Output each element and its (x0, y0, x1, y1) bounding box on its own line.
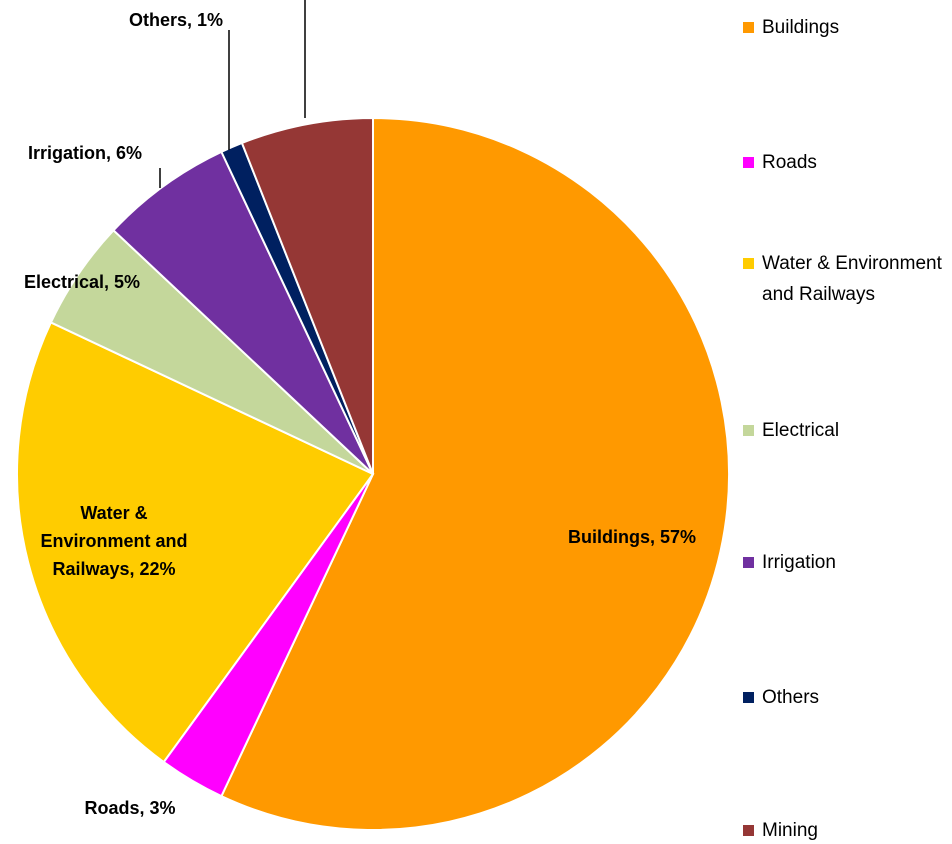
pie-slice (240, 116, 374, 475)
legend-item: Others (743, 682, 948, 713)
legend-item: Buildings (743, 12, 948, 43)
legend-swatch (743, 157, 754, 168)
legend-item: Electrical (743, 415, 948, 446)
data-label: Electrical, 5% (23, 272, 141, 292)
legend-swatch (743, 425, 754, 436)
legend-item: Mining (743, 815, 948, 844)
legend-label: Others (762, 687, 820, 708)
legend-label: Buildings (762, 17, 840, 38)
data-label: Irrigation, 6% (27, 143, 143, 163)
legend-label: Roads (762, 152, 817, 173)
data-label: Water & Environment and Railways, 22% (40, 503, 188, 579)
legend-swatch (743, 692, 754, 703)
legend-swatch (743, 22, 754, 33)
legend-label: Electrical (762, 420, 840, 441)
legend-item: Water & Environment and Railways (743, 248, 948, 310)
legend-label: Mining (762, 820, 818, 841)
legend-swatch (743, 825, 754, 836)
slices (16, 116, 731, 831)
pie-slice (112, 150, 374, 475)
pie-slice (220, 116, 731, 831)
data-label: Buildings, 57% (567, 527, 697, 547)
legend-item: Roads (743, 147, 948, 178)
legend-label: Water & Environment and Railways (762, 253, 942, 305)
legend-item: Irrigation (743, 547, 948, 578)
data-label: Others, 1% (128, 10, 224, 30)
legend-swatch (743, 258, 754, 269)
legend-swatch (743, 557, 754, 568)
data-label: Roads, 3% (84, 798, 176, 818)
legend-label: Irrigation (762, 552, 836, 573)
